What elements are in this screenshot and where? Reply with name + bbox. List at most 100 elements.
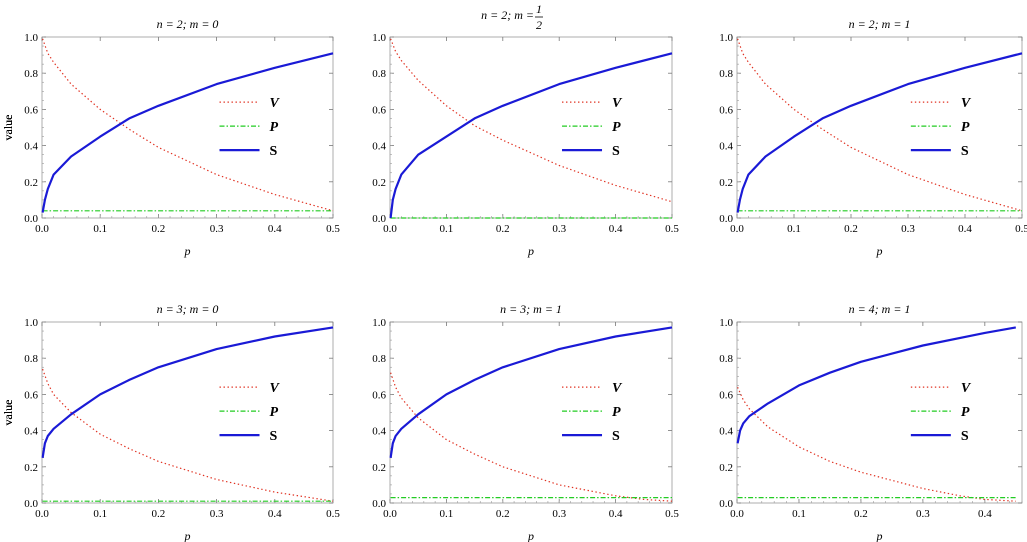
plot-frame bbox=[41, 321, 334, 504]
chart-title: n = 2; m = 1 bbox=[849, 17, 911, 31]
y-tick-label: 0.4 bbox=[372, 426, 386, 438]
series-line-S bbox=[389, 326, 673, 458]
panel-3: 0.0 0.1 0.2 0.3 0.4 0.5 0.0 0.2 0.4 0.6 0.8 1.0 n = … bbox=[1, 17, 1027, 258]
x-tick-label: 0.4 bbox=[268, 223, 282, 235]
y-axis-label: value bbox=[1, 400, 15, 426]
y-tick-label: 0.4 bbox=[372, 141, 386, 153]
x-tick-label: 0.0 bbox=[383, 223, 397, 235]
x-tick-label: 0.0 bbox=[730, 223, 744, 235]
y-tick-label: 0.2 bbox=[24, 462, 38, 474]
x-tick-label: 0.4 bbox=[978, 508, 992, 520]
series-line-V bbox=[737, 38, 1023, 212]
x-axis-label: p bbox=[876, 529, 883, 542]
legend-label-V: V bbox=[612, 381, 623, 396]
y-tick-label: 1.0 bbox=[24, 317, 38, 329]
y-tick-label: 0.6 bbox=[719, 389, 733, 401]
panel-1: 0.0 0.1 0.2 0.3 0.4 0.5 0.0 0.2 0.4 0.6 0.8 1.0 n = … bbox=[1, 17, 340, 258]
y-tick-label: 1.0 bbox=[24, 32, 38, 44]
y-axis-label: value bbox=[1, 115, 15, 141]
x-tick-label: 0.2 bbox=[496, 508, 510, 520]
x-tick-label: 0.2 bbox=[496, 223, 510, 235]
y-tick-label: 0.4 bbox=[24, 141, 38, 153]
x-tick-label: 0.4 bbox=[609, 223, 623, 235]
y-tick-label: 0.0 bbox=[24, 213, 38, 225]
y-tick-label: 0.6 bbox=[24, 389, 38, 401]
x-tick-label: 0.3 bbox=[552, 508, 566, 520]
y-tick-label: 1.0 bbox=[719, 32, 733, 44]
y-tick-label: 0.8 bbox=[719, 353, 733, 365]
chart-title: n = 2; m = bbox=[481, 8, 534, 22]
x-tick-label: 0.2 bbox=[844, 223, 858, 235]
y-tick-label: 0.8 bbox=[719, 68, 733, 80]
x-tick-label: 0.2 bbox=[854, 508, 868, 520]
legend-label-P: P bbox=[270, 120, 279, 135]
panel-5: 0.0 0.1 0.2 0.3 0.4 0.5 0.0 0.2 0.4 0.6 0.8 1.0 n = … bbox=[1, 302, 679, 542]
legend-label-P: P bbox=[961, 405, 970, 420]
legend-label-V: V bbox=[270, 381, 281, 396]
panel-6: 0.0 0.1 0.2 0.3 0.4 0.0 0.2 0.4 0.6 0.8 1.0 n = 4; … bbox=[1, 302, 1023, 542]
y-tick-label: 0.4 bbox=[719, 426, 733, 438]
x-tick-label: 0.5 bbox=[326, 508, 340, 520]
y-tick-label: 0.8 bbox=[24, 68, 38, 80]
x-axis-label: p bbox=[527, 244, 534, 258]
series-line-S bbox=[389, 52, 673, 219]
x-axis-label: p bbox=[184, 529, 191, 542]
x-tick-label: 0.0 bbox=[35, 223, 49, 235]
x-tick-label: 0.0 bbox=[383, 508, 397, 520]
x-tick-label: 0.3 bbox=[916, 508, 930, 520]
y-axis-label: value bbox=[1, 400, 15, 426]
legend-label-P: P bbox=[270, 405, 279, 420]
y-tick-label: 0.0 bbox=[719, 498, 733, 510]
y-axis-label: value bbox=[1, 115, 15, 141]
x-tick-label: 0.4 bbox=[609, 508, 623, 520]
y-tick-label: 0.4 bbox=[24, 426, 38, 438]
x-tick-label: 0.0 bbox=[730, 508, 744, 520]
x-tick-label: 0.4 bbox=[268, 508, 282, 520]
x-tick-label: 0.0 bbox=[35, 508, 49, 520]
legend-label-S: S bbox=[612, 144, 620, 159]
panel-2: 0.0 0.1 0.2 0.3 0.4 0.5 0.0 0.2 0.4 0.6 0.8 1.0 n = … bbox=[1, 2, 679, 258]
legend-label-V: V bbox=[612, 96, 623, 111]
legend-label-P: P bbox=[612, 405, 621, 420]
x-tick-label: 0.2 bbox=[152, 223, 166, 235]
plot-frame bbox=[736, 321, 1023, 504]
x-tick-label: 0.1 bbox=[792, 508, 806, 520]
chart-title: n = 2; m = 0 bbox=[157, 17, 219, 31]
x-tick-label: 0.5 bbox=[665, 223, 679, 235]
panel-4: 0.0 0.1 0.2 0.3 0.4 0.5 0.0 0.2 0.4 0.6 0.8 1.0 n = … bbox=[1, 302, 340, 542]
y-tick-label: 0.6 bbox=[24, 104, 38, 116]
y-tick-label: 0.0 bbox=[719, 213, 733, 225]
legend-label-P: P bbox=[612, 120, 621, 135]
legend-label-S: S bbox=[270, 144, 278, 159]
y-tick-label: 0.2 bbox=[372, 177, 386, 189]
x-tick-label: 0.1 bbox=[93, 508, 107, 520]
y-tick-label: 1.0 bbox=[719, 317, 733, 329]
x-tick-label: 0.3 bbox=[552, 223, 566, 235]
y-tick-label: 0.4 bbox=[719, 141, 733, 153]
x-tick-label: 0.5 bbox=[326, 223, 340, 235]
x-axis-label: p bbox=[184, 244, 191, 258]
y-axis-label: value bbox=[1, 400, 15, 426]
y-tick-label: 0.2 bbox=[719, 177, 733, 189]
y-tick-label: 1.0 bbox=[372, 317, 386, 329]
title-fraction-denominator: 2 bbox=[536, 18, 542, 32]
legend-label-S: S bbox=[612, 429, 620, 444]
series-line-S bbox=[41, 52, 334, 213]
series-line-S bbox=[736, 326, 1016, 444]
y-tick-label: 0.8 bbox=[372, 353, 386, 365]
series-line-V bbox=[42, 38, 334, 212]
x-tick-label: 0.5 bbox=[1015, 223, 1027, 235]
legend-label-S: S bbox=[961, 144, 969, 159]
y-tick-label: 0.2 bbox=[372, 462, 386, 474]
plot-frame bbox=[389, 321, 673, 504]
title-fraction-numerator: 1 bbox=[536, 2, 542, 16]
chart-title: n = 3; m = 1 bbox=[500, 302, 562, 316]
y-tick-label: 0.6 bbox=[372, 389, 386, 401]
y-tick-label: 0.0 bbox=[372, 213, 386, 225]
legend-label-V: V bbox=[961, 96, 972, 111]
y-tick-label: 1.0 bbox=[372, 32, 386, 44]
series-line-V bbox=[737, 386, 1016, 502]
x-tick-label: 0.4 bbox=[958, 223, 972, 235]
y-axis-label: value bbox=[1, 115, 15, 141]
x-tick-label: 0.2 bbox=[152, 508, 166, 520]
